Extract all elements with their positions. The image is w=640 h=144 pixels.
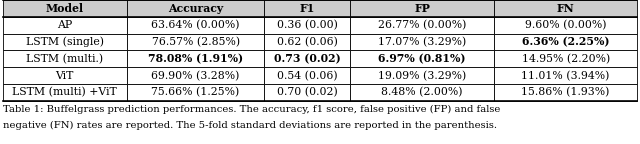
Text: Table 1: Buffelgrass prediction performances. The accuracy, f1 score, false posi: Table 1: Buffelgrass prediction performa… xyxy=(3,104,500,113)
Text: 9.60% (0.00%): 9.60% (0.00%) xyxy=(525,20,607,30)
Text: 0.73 (0.02): 0.73 (0.02) xyxy=(274,53,340,64)
Text: AP: AP xyxy=(57,20,72,30)
Bar xyxy=(494,67,637,84)
Text: 15.86% (1.93%): 15.86% (1.93%) xyxy=(522,87,610,97)
Bar xyxy=(494,0,637,17)
Text: Model: Model xyxy=(45,3,84,14)
Text: 63.64% (0.00%): 63.64% (0.00%) xyxy=(151,20,240,30)
Bar xyxy=(350,84,494,101)
Bar xyxy=(264,50,350,67)
Text: 0.54 (0.06): 0.54 (0.06) xyxy=(277,70,337,81)
Text: 6.97% (0.81%): 6.97% (0.81%) xyxy=(378,53,466,64)
Text: 26.77% (0.00%): 26.77% (0.00%) xyxy=(378,20,467,30)
Text: 69.90% (3.28%): 69.90% (3.28%) xyxy=(152,70,240,81)
Bar xyxy=(494,84,637,101)
Text: Accuracy: Accuracy xyxy=(168,3,223,14)
Bar xyxy=(264,0,350,17)
Text: 8.48% (2.00%): 8.48% (2.00%) xyxy=(381,87,463,97)
Bar xyxy=(264,67,350,84)
Bar xyxy=(3,17,127,34)
Bar xyxy=(264,34,350,50)
Bar xyxy=(494,50,637,67)
Text: FN: FN xyxy=(557,3,575,14)
Text: 0.70 (0.02): 0.70 (0.02) xyxy=(277,87,338,97)
Bar xyxy=(127,67,264,84)
Text: FP: FP xyxy=(414,3,430,14)
Text: 0.62 (0.06): 0.62 (0.06) xyxy=(277,37,338,47)
Bar xyxy=(350,67,494,84)
Text: 76.57% (2.85%): 76.57% (2.85%) xyxy=(152,37,239,47)
Bar xyxy=(350,50,494,67)
Text: 14.95% (2.20%): 14.95% (2.20%) xyxy=(522,54,610,64)
Text: 19.09% (3.29%): 19.09% (3.29%) xyxy=(378,70,466,81)
Bar xyxy=(350,0,494,17)
Text: negative (FN) rates are reported. The 5-fold standard deviations are reported in: negative (FN) rates are reported. The 5-… xyxy=(3,121,497,130)
Text: 78.08% (1.91%): 78.08% (1.91%) xyxy=(148,53,243,64)
Text: 6.36% (2.25%): 6.36% (2.25%) xyxy=(522,36,609,48)
Bar xyxy=(127,0,264,17)
Bar xyxy=(264,17,350,34)
Bar xyxy=(264,84,350,101)
Text: LSTM (single): LSTM (single) xyxy=(26,37,104,47)
Bar xyxy=(3,67,127,84)
Bar xyxy=(127,34,264,50)
Bar xyxy=(127,84,264,101)
Text: 75.66% (1.25%): 75.66% (1.25%) xyxy=(152,87,240,97)
Bar xyxy=(3,50,127,67)
Text: 11.01% (3.94%): 11.01% (3.94%) xyxy=(522,70,610,81)
Bar xyxy=(127,17,264,34)
Text: LSTM (multi.): LSTM (multi.) xyxy=(26,54,103,64)
Bar xyxy=(3,0,127,17)
Bar xyxy=(494,17,637,34)
Text: F1: F1 xyxy=(300,3,315,14)
Bar xyxy=(350,17,494,34)
Text: LSTM (multi) +ViT: LSTM (multi) +ViT xyxy=(12,87,117,97)
Bar xyxy=(3,84,127,101)
Text: 0.36 (0.00): 0.36 (0.00) xyxy=(277,20,338,30)
Bar xyxy=(127,50,264,67)
Bar xyxy=(350,34,494,50)
Text: ViT: ViT xyxy=(56,71,74,81)
Text: 17.07% (3.29%): 17.07% (3.29%) xyxy=(378,37,466,47)
Bar xyxy=(494,34,637,50)
Bar xyxy=(3,34,127,50)
